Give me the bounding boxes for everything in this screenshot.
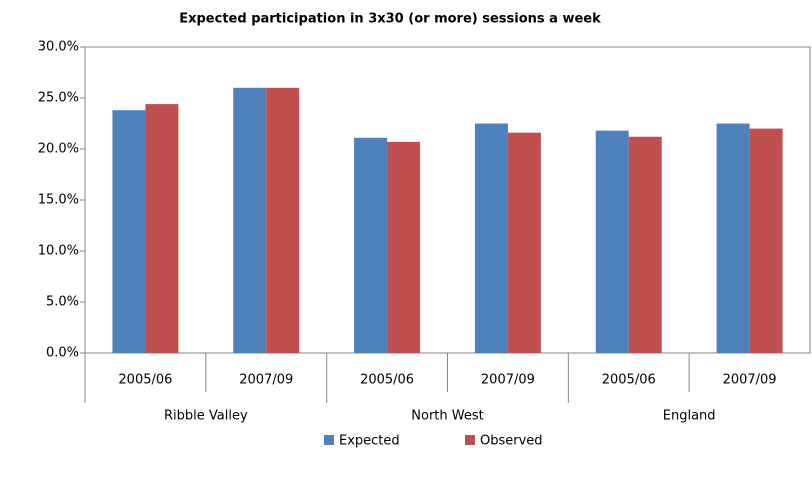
plot-frame xyxy=(84,46,811,354)
bar xyxy=(507,132,541,353)
bar xyxy=(716,123,750,353)
legend-swatch xyxy=(465,435,475,445)
bar xyxy=(387,141,421,353)
x-tick-label: 2007/09 xyxy=(723,373,777,388)
bar xyxy=(749,128,783,353)
x-tick-label: 2005/06 xyxy=(602,373,656,388)
legend-swatch xyxy=(324,435,334,445)
y-tick-label: 25.0% xyxy=(38,91,79,106)
y-tick-label: 15.0% xyxy=(38,193,79,208)
group-label: England xyxy=(663,409,716,424)
group-label: North West xyxy=(411,409,483,424)
x-tick-label: 2007/09 xyxy=(481,373,535,388)
y-tick-label: 20.0% xyxy=(38,142,79,157)
x-tick-label: 2005/06 xyxy=(118,373,172,388)
bar xyxy=(266,87,300,354)
legend-label: Observed xyxy=(480,434,543,449)
y-tick-label: 10.0% xyxy=(38,244,79,259)
group-label: Ribble Valley xyxy=(164,409,248,424)
y-tick-label: 5.0% xyxy=(46,295,79,310)
legend-label: Expected xyxy=(339,434,400,449)
bar xyxy=(595,130,629,353)
bar xyxy=(233,87,267,354)
bar xyxy=(354,137,388,353)
x-tick-label: 2005/06 xyxy=(360,373,414,388)
x-tick-label: 2007/09 xyxy=(239,373,293,388)
bar xyxy=(628,136,662,353)
bar xyxy=(145,104,179,354)
bar xyxy=(474,123,508,353)
chart-title: Expected participation in 3x30 (or more)… xyxy=(179,12,601,27)
bar xyxy=(112,110,146,354)
y-tick-label: 0.0% xyxy=(46,346,79,361)
y-tick-label: 30.0% xyxy=(38,40,79,55)
